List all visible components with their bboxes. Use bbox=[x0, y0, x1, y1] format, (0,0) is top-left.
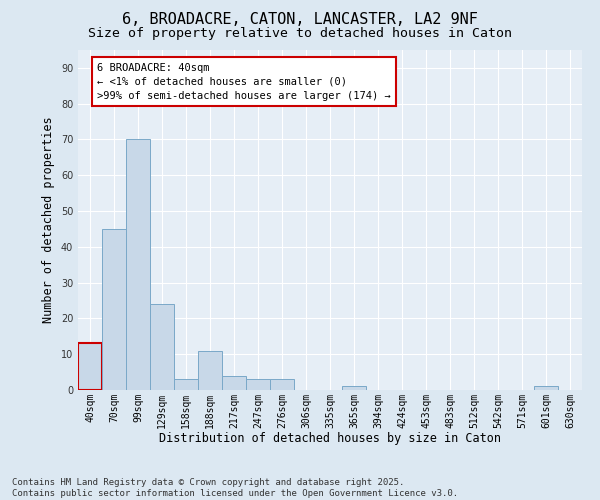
Bar bbox=[222, 376, 246, 390]
Bar bbox=[150, 304, 174, 390]
Text: Size of property relative to detached houses in Caton: Size of property relative to detached ho… bbox=[88, 28, 512, 40]
Bar bbox=[78, 344, 102, 390]
Text: 6 BROADACRE: 40sqm
← <1% of detached houses are smaller (0)
>99% of semi-detache: 6 BROADACRE: 40sqm ← <1% of detached hou… bbox=[97, 62, 391, 100]
Bar bbox=[126, 140, 150, 390]
Y-axis label: Number of detached properties: Number of detached properties bbox=[42, 116, 55, 324]
Text: 6, BROADACRE, CATON, LANCASTER, LA2 9NF: 6, BROADACRE, CATON, LANCASTER, LA2 9NF bbox=[122, 12, 478, 28]
X-axis label: Distribution of detached houses by size in Caton: Distribution of detached houses by size … bbox=[159, 432, 501, 445]
Text: Contains HM Land Registry data © Crown copyright and database right 2025.
Contai: Contains HM Land Registry data © Crown c… bbox=[12, 478, 458, 498]
Bar bbox=[270, 380, 294, 390]
Bar bbox=[198, 350, 222, 390]
Bar bbox=[174, 380, 198, 390]
Bar bbox=[534, 386, 558, 390]
Bar bbox=[102, 229, 126, 390]
Bar bbox=[246, 380, 270, 390]
Bar bbox=[342, 386, 366, 390]
